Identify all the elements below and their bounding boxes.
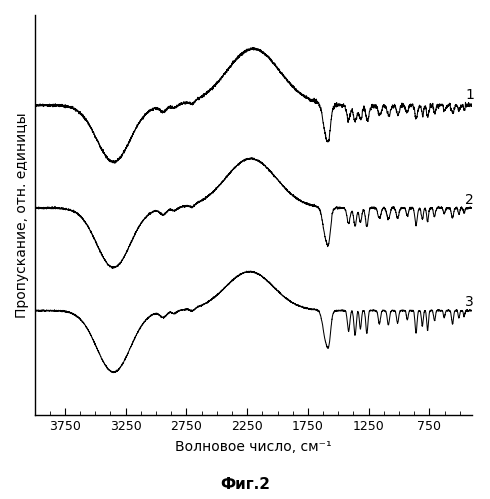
X-axis label: Волновое число, см⁻¹: Волновое число, см⁻¹	[175, 440, 332, 454]
Text: Фиг.2: Фиг.2	[220, 477, 270, 492]
Text: 2: 2	[465, 193, 474, 207]
Y-axis label: Пропускание, отн. единицы: Пропускание, отн. единицы	[15, 112, 29, 318]
Text: 1: 1	[465, 88, 474, 102]
Text: 3: 3	[465, 295, 474, 309]
